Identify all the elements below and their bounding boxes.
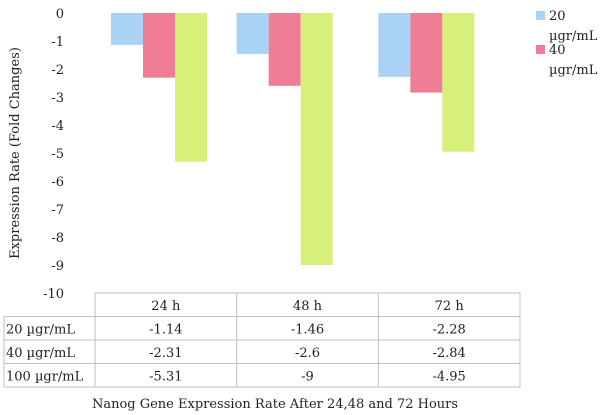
y-tick-label: -8: [51, 231, 64, 246]
bar-100-gr-ml-48-h: [300, 13, 333, 265]
bar-40-gr-ml-72-h: [410, 13, 443, 93]
table-cell-value: -5.31: [149, 369, 182, 384]
table-cell-value: -2.6: [295, 346, 320, 361]
bars: [111, 13, 475, 265]
y-tick-label: -1: [51, 35, 64, 50]
table-cell-value: -1.46: [291, 322, 324, 337]
legend-swatch: [536, 45, 545, 54]
bar-20-gr-ml-24-h: [111, 13, 143, 45]
category-label: 24 h: [151, 299, 181, 314]
category-label: 48 h: [293, 299, 323, 314]
bar-100-gr-ml-72-h: [442, 13, 475, 152]
table-row-label: 20 µgr/mL: [6, 322, 75, 337]
bar-20-gr-ml-48-h: [236, 13, 269, 54]
legend-swatch: [536, 11, 545, 20]
legend-label: µgr/mL: [549, 29, 598, 44]
bar-20-gr-ml-72-h: [378, 13, 411, 77]
y-tick-label: 0: [56, 7, 64, 22]
legend-label: 40: [549, 43, 566, 58]
table-row-label: 40 µgr/mL: [6, 346, 75, 361]
y-tick-label: -10: [43, 287, 64, 302]
y-axis-title: Expression Rate (Fold Changes): [8, 47, 23, 259]
data-table: 24 h 48 h 72 h 20 µgr/mL -1.14 -1.46 -2.28 40 µ…: [3, 292, 521, 388]
y-tick-label: -7: [51, 203, 64, 218]
table-row-label: 100 µgr/mL: [6, 369, 84, 384]
y-tick-label: -5: [51, 147, 64, 162]
chart-caption: Nanog Gene Expression Rate After 24,48 a…: [92, 397, 458, 412]
category-label: 72 h: [435, 299, 465, 314]
table-cell-value: -1.14: [149, 322, 182, 337]
y-tick-label: -6: [51, 175, 64, 190]
table-cell-value: -9: [301, 369, 314, 384]
y-tick-label: -9: [51, 259, 64, 274]
bar-100-gr-ml-24-h: [175, 13, 207, 162]
legend-label: 20: [549, 9, 566, 24]
table-cell-value: -4.95: [432, 369, 465, 384]
y-axis-ticks: 0 -1 -2 -3 -4 -5 -6 -7 -8 -9 -10: [43, 7, 64, 302]
caption-group: Nanog Gene Expression Rate After 24,48 a…: [92, 397, 458, 412]
table-cell-value: -2.31: [149, 346, 182, 361]
bar-40-gr-ml-48-h: [268, 13, 301, 86]
y-tick-label: -3: [51, 91, 64, 106]
table-cell-value: -2.28: [432, 322, 465, 337]
table-cell-value: -2.84: [432, 346, 465, 361]
y-tick-label: -4: [51, 119, 64, 134]
legend-label: µgr/mL: [549, 63, 598, 78]
bar-40-gr-ml-24-h: [143, 13, 175, 78]
y-tick-label: -2: [51, 63, 64, 78]
y-axis-title-group: Expression Rate (Fold Changes): [8, 47, 23, 259]
